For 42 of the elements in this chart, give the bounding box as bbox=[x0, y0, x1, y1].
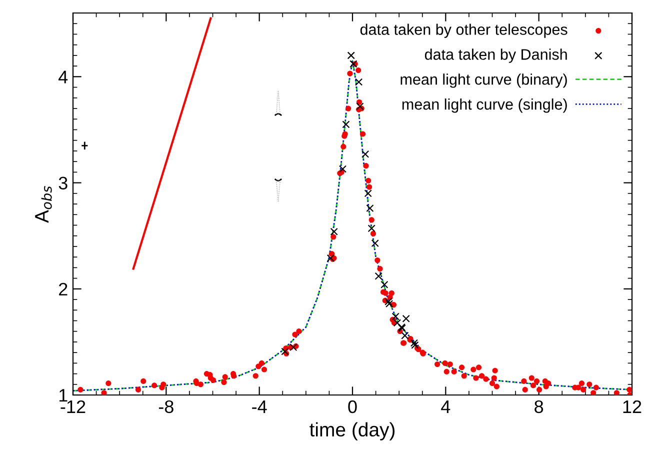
x-tick-label: -12 bbox=[60, 400, 86, 413]
point bbox=[392, 312, 400, 320]
point bbox=[411, 341, 419, 349]
x-tick-label: -4 bbox=[252, 400, 267, 413]
point bbox=[380, 280, 388, 288]
y-tick-label: 4 bbox=[58, 70, 68, 84]
point bbox=[350, 60, 358, 68]
x-tick-label: 0 bbox=[348, 400, 357, 414]
legend-label: mean light curve (binary) bbox=[400, 74, 567, 88]
point bbox=[374, 272, 382, 280]
y-axis-title: A$_{obs}$ bbox=[35, 186, 52, 223]
point bbox=[368, 224, 376, 232]
y-tick-label: 2 bbox=[59, 282, 68, 296]
point bbox=[330, 228, 338, 236]
y-tick-label: 3 bbox=[58, 176, 68, 190]
point bbox=[366, 204, 374, 212]
point bbox=[338, 165, 347, 173]
point bbox=[393, 319, 402, 327]
x-axis-title: time (day) bbox=[310, 422, 395, 440]
x-tick-label: 8 bbox=[534, 400, 544, 414]
point bbox=[362, 150, 370, 158]
point bbox=[401, 332, 409, 340]
point bbox=[356, 102, 364, 110]
x-tick-label: 4 bbox=[441, 400, 450, 413]
point bbox=[326, 254, 334, 262]
point bbox=[402, 314, 410, 322]
point bbox=[385, 300, 394, 308]
point bbox=[410, 339, 418, 347]
point bbox=[281, 348, 289, 356]
point bbox=[384, 298, 392, 306]
point bbox=[364, 190, 372, 198]
point bbox=[347, 52, 355, 60]
point bbox=[342, 120, 350, 128]
point bbox=[354, 78, 363, 86]
point bbox=[371, 239, 379, 248]
y-tick-label: 1 bbox=[59, 389, 68, 402]
legend-label: data taken by other telescopes bbox=[360, 24, 568, 38]
x-tick-label: 12 bbox=[623, 400, 642, 413]
point bbox=[290, 343, 298, 352]
legend-label: mean light curve (single) bbox=[402, 98, 567, 113]
legend-label: data taken by Danish bbox=[424, 48, 567, 63]
x-tick-label: -8 bbox=[158, 400, 174, 414]
